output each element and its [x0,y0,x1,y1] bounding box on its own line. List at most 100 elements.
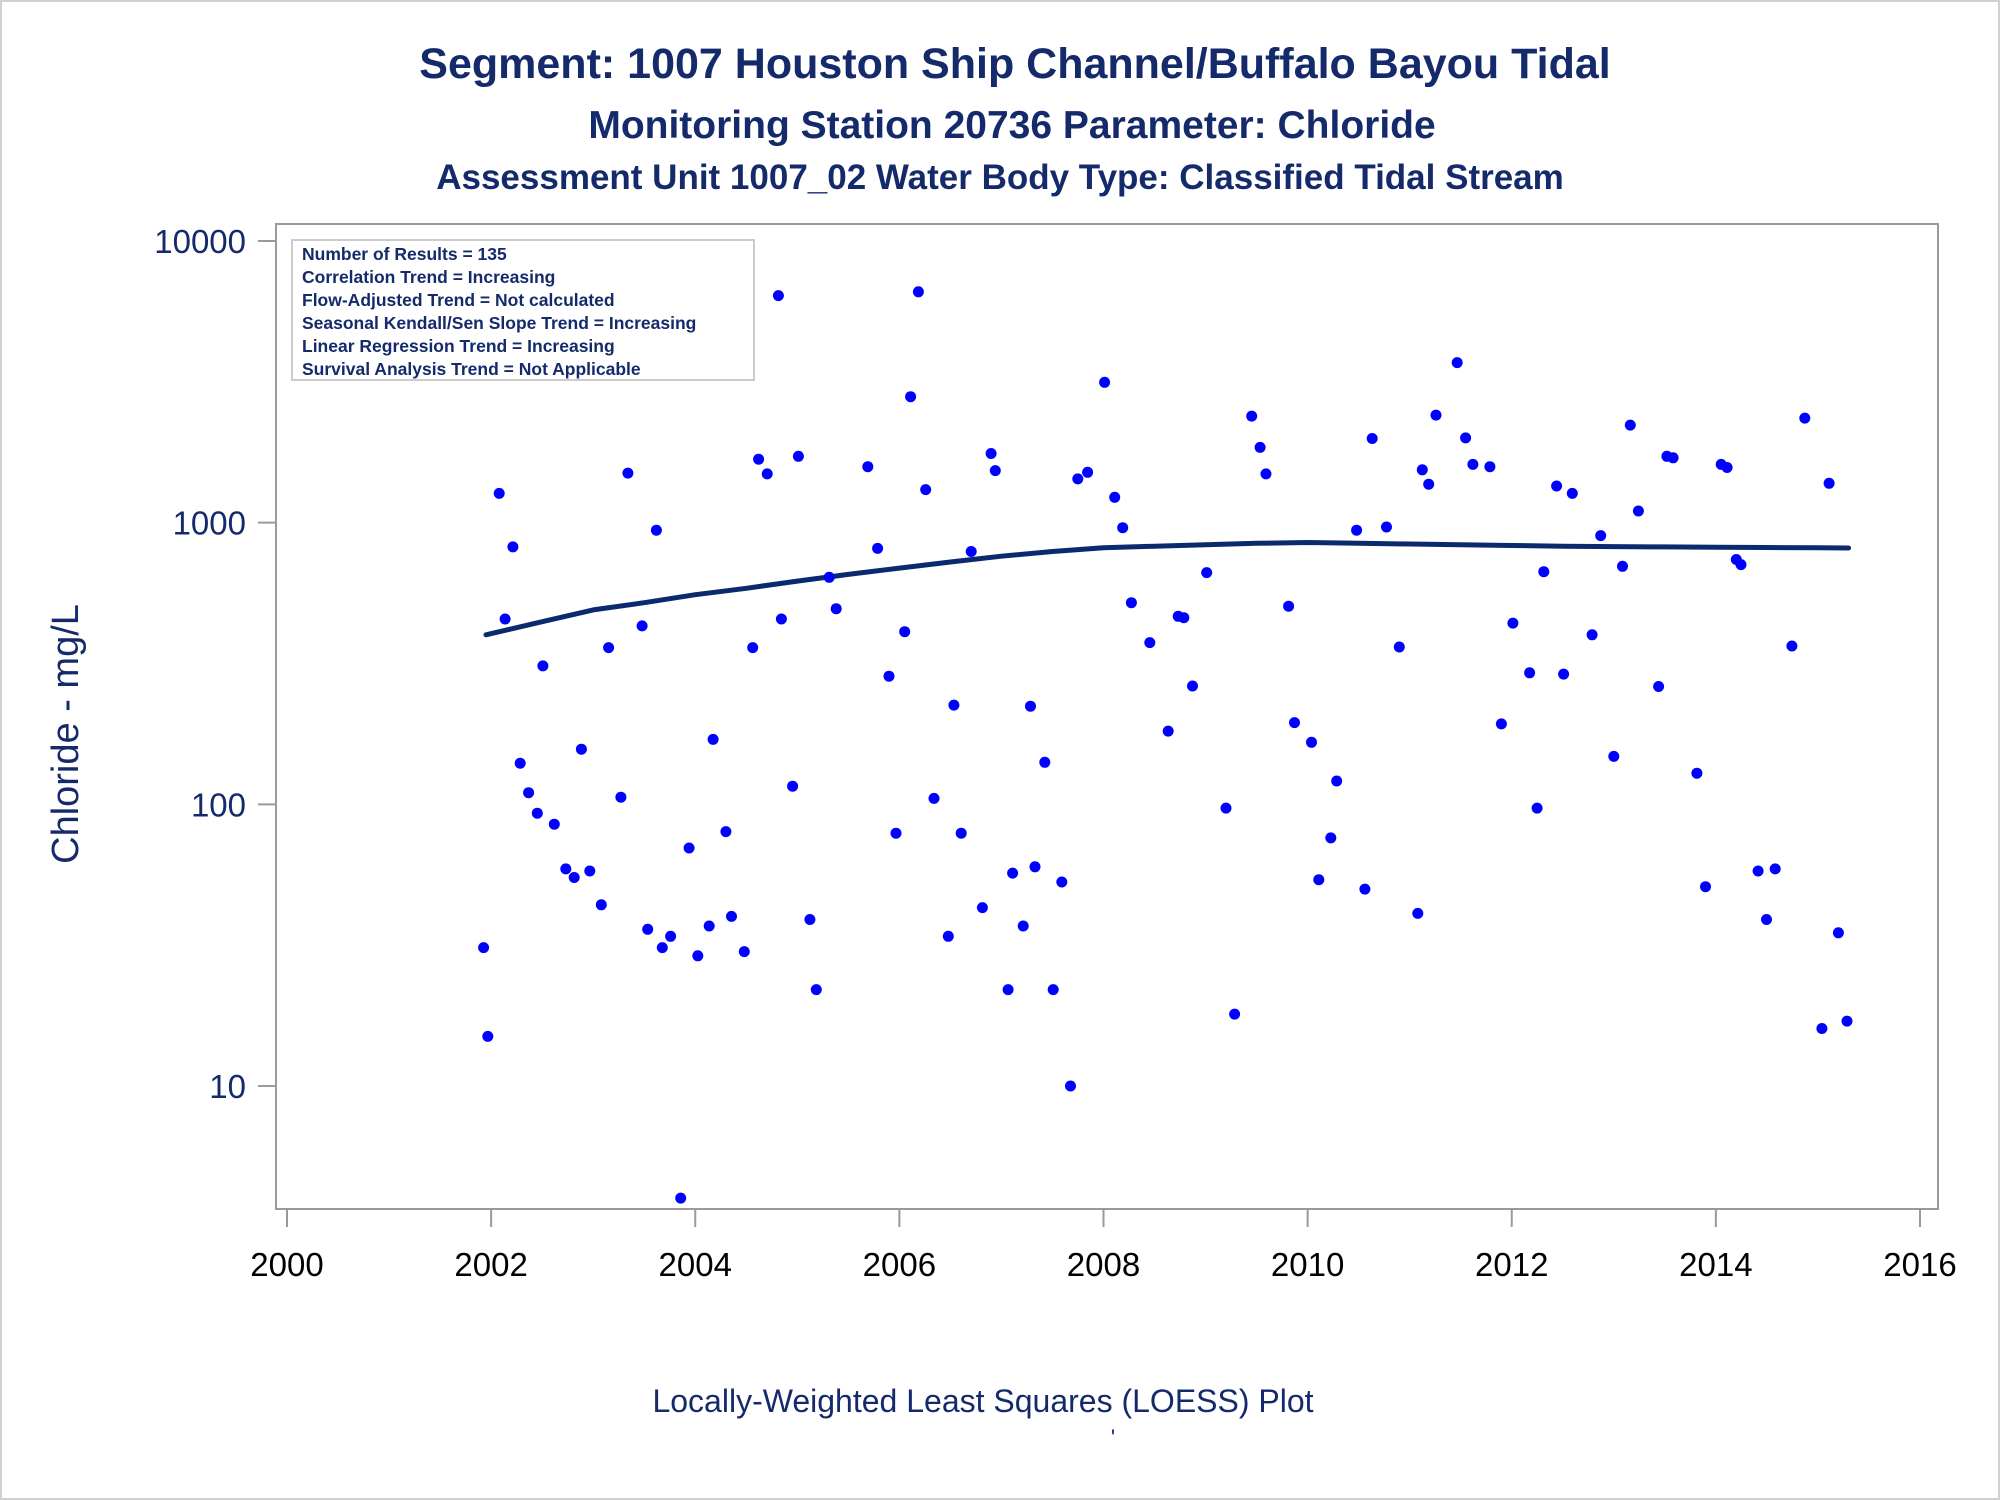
data-point [1624,419,1636,431]
data-point [823,571,835,583]
data-point [1769,863,1781,875]
data-point [507,541,519,553]
data-point [1082,466,1094,478]
data-point [920,484,932,496]
data-point [584,865,596,877]
data-point [1617,560,1628,572]
data-point [1721,462,1733,473]
data-point [615,791,627,803]
data-point [560,863,572,875]
data-point [1460,432,1472,444]
data-point [899,626,911,638]
data-point [636,620,648,632]
data-point [720,826,732,838]
data-point [1017,920,1029,932]
data-point [1423,478,1435,490]
y-axis: 10 100 1000 10000 [154,223,276,1105]
data-point [1072,473,1084,485]
data-point [1799,412,1811,424]
data-point [1029,861,1041,873]
data-point [478,942,490,954]
data-point [548,818,560,830]
data-point [1412,907,1424,919]
data-point [1313,874,1325,886]
data-point [1841,1015,1853,1027]
data-point [753,453,765,465]
data-point [1260,468,1272,480]
data-point [810,984,822,996]
data-point [1162,725,1174,737]
data-point [1551,480,1563,492]
info-box-border [291,239,755,381]
data-point [656,942,668,954]
data-point [965,546,977,557]
data-point [537,660,549,672]
data-point [1467,458,1479,470]
chart-subtitle: Monitoring Station 20736 Parameter: Chlo… [588,104,1435,147]
data-point [603,642,615,654]
data-point [1608,750,1620,762]
data-point [830,603,842,615]
data-point [642,923,654,935]
data-point [675,1192,687,1204]
stats-info-box: Number of Results = 135 Correlation Tren… [291,239,755,381]
data-point [942,930,954,942]
data-point [1325,832,1337,844]
data-point [761,468,773,480]
data-point [1187,680,1198,692]
data-point [1007,867,1019,879]
data-point [568,872,580,883]
data-point [1351,524,1363,536]
data-point [1039,756,1051,768]
data-point [1117,522,1129,534]
data-point [1761,914,1772,925]
data-point [493,487,505,499]
info-linear-regression-trend: Linear Regression Trend = Increasing [302,336,615,356]
data-point [1653,681,1665,692]
data-point [1507,617,1519,629]
data-point [1283,600,1295,612]
info-correlation-trend: Correlation Trend = Increasing [302,267,555,287]
data-point [1786,640,1798,652]
data-point [1002,984,1014,996]
x-tick-label: 2016 [1883,1246,1956,1283]
data-point [1531,802,1543,814]
data-point [595,899,607,911]
x-tick-label: 2006 [863,1246,936,1283]
y-tick-label: 1000 [173,505,246,542]
x-tick-label: 2002 [454,1246,527,1283]
data-point [1393,641,1405,653]
data-point [1099,376,1111,388]
data-point [1416,464,1428,476]
data-point [883,670,895,682]
data-point [912,286,924,298]
x-axis-label: Locally-Weighted Least Squares (LOESS) P… [652,1383,1313,1419]
data-point [890,827,902,839]
data-point [1065,1080,1076,1092]
y-tick-label: 100 [191,786,246,823]
data-point [1254,441,1266,453]
data-point [1025,700,1036,712]
info-number-of-results: Number of Results = 135 [302,244,507,264]
data-point [738,946,750,958]
data-point [1538,566,1550,578]
data-point [683,842,695,854]
data-point [1524,667,1536,679]
info-flow-adjusted-trend: Flow-Adjusted Trend = Not calculated [302,290,615,310]
data-point [1144,637,1156,649]
y-tick-label: 10 [209,1068,246,1105]
data-point [1484,461,1496,473]
data-point [692,950,704,962]
data-point [1816,1023,1828,1034]
data-point [514,757,526,769]
data-point [1229,1008,1241,1020]
x-tick-label: 2000 [250,1246,323,1283]
x-tick-label: 2008 [1067,1246,1140,1283]
data-point [1735,559,1747,571]
data-point [523,787,535,799]
data-point [976,902,988,914]
y-axis-label: Chloride - mg/L [45,604,87,864]
plot-area [275,223,1939,1210]
data-point [1586,629,1598,641]
data-point [622,467,634,479]
